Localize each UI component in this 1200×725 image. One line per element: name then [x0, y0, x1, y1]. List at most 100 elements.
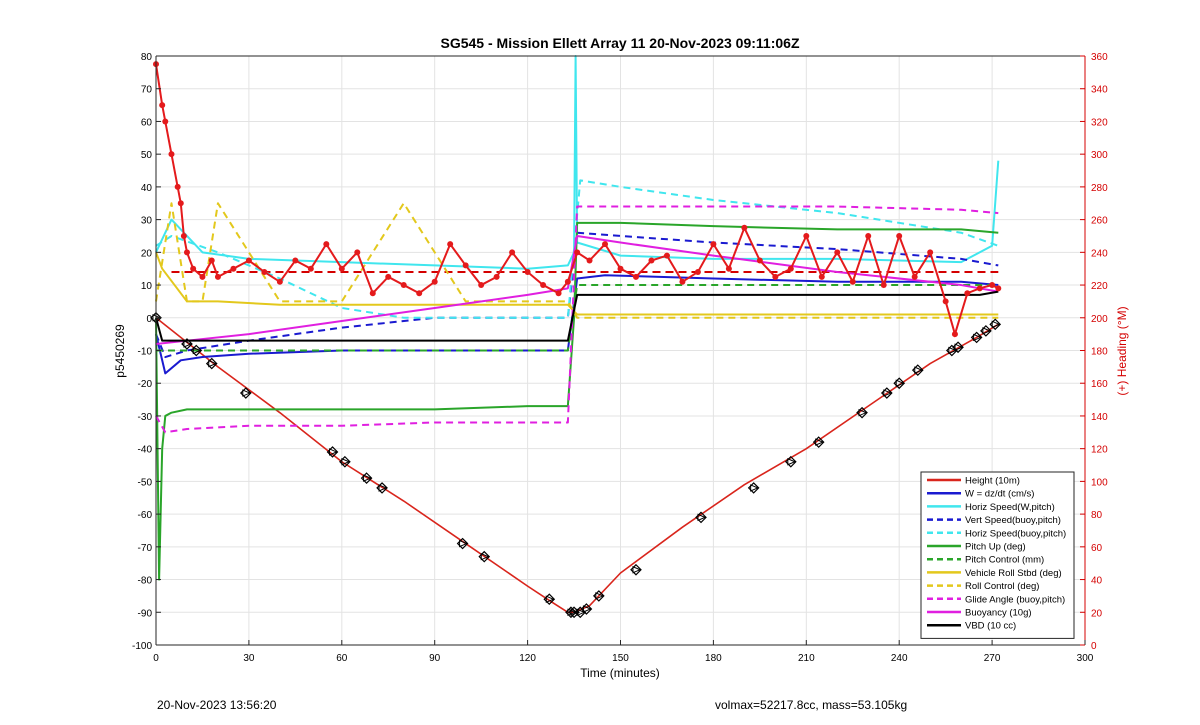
y-tick-label: -90 — [138, 608, 153, 619]
waypoint-marker-triangle — [787, 457, 797, 466]
legend-entry-label: Vert Speed(buoy,pitch) — [965, 515, 1061, 526]
legend-entry-label: Horiz Speed(buoy,pitch) — [965, 528, 1066, 539]
y-tick-label: 20 — [141, 248, 153, 259]
waypoint-marker-triangle — [329, 448, 338, 456]
legend-entry-label: Vehicle Roll Stbd (deg) — [965, 568, 1062, 579]
series-line-6 — [156, 284, 999, 352]
y-tick-label: -80 — [138, 576, 153, 587]
series-line-0 — [155, 317, 999, 614]
right-tick-label: 140 — [1091, 412, 1108, 423]
right-tick-label: 60 — [1091, 543, 1103, 554]
waypoint-marker-triangle — [632, 565, 642, 574]
right-tick-label: 200 — [1091, 314, 1108, 325]
waypoint-marker-triangle — [582, 605, 592, 613]
x-tick-label: 0 — [153, 653, 159, 664]
heading-line — [155, 64, 999, 338]
footer-timestamp: 20-Nov-2023 13:56:20 — [157, 698, 277, 712]
x-tick-label: 300 — [1077, 653, 1094, 664]
right-tick-label: 260 — [1091, 216, 1108, 227]
right-tick-label: 180 — [1091, 347, 1108, 358]
right-tick-label: 160 — [1091, 379, 1108, 390]
right-tick-label: 300 — [1091, 150, 1108, 161]
legend-box — [920, 471, 1075, 639]
y-tick-label: -50 — [138, 477, 153, 488]
legend-entry-label: Horiz Speed(W,pitch) — [965, 502, 1055, 513]
series-lines — [153, 55, 1002, 614]
right-tick-label: 0 — [1091, 641, 1097, 652]
waypoint-marker-triangle — [883, 389, 893, 397]
y-tick-label: -10 — [138, 347, 153, 358]
chart-title: SG545 - Mission Ellett Array 11 20-Nov-2… — [441, 35, 800, 51]
y-tick-label: 60 — [141, 117, 153, 128]
right-tick-label: 20 — [1091, 608, 1103, 619]
legend-entry-label: Buoyancy (10g) — [965, 608, 1032, 619]
waypoint-marker-triangle — [208, 359, 218, 368]
y-tick-label: -70 — [138, 543, 153, 554]
right-tick-label: 240 — [1091, 248, 1108, 259]
waypoint-marker-triangle — [242, 389, 252, 397]
legend-entry-label: Roll Control (deg) — [965, 581, 1039, 592]
series-line-4 — [155, 179, 999, 319]
waypoint-marker-triangle — [954, 343, 964, 351]
legend-entry-label: Pitch Control (mm) — [965, 555, 1044, 566]
legend-entry-label: Height (10m) — [965, 476, 1020, 487]
waypoint-marker-triangle — [341, 457, 351, 466]
x-tick-label: 120 — [519, 653, 536, 664]
x-axis-label: Time (minutes) — [580, 666, 660, 680]
x-tick-label: 270 — [984, 653, 1001, 664]
series-line-7 — [155, 251, 999, 316]
right-tick-label: 220 — [1091, 281, 1108, 292]
waypoint-marker-triangle — [815, 438, 824, 446]
waypoint-marker-triangle — [914, 366, 924, 374]
y-tick-label: -30 — [138, 412, 153, 423]
y-tick-label: 40 — [141, 183, 153, 194]
y-tick-label: -20 — [138, 379, 153, 390]
waypoint-marker-triangle — [459, 539, 468, 548]
waypoint-marker-triangle — [858, 408, 868, 417]
waypoint-marker-triangle — [595, 592, 605, 600]
series-line-5 — [155, 221, 999, 581]
right-axis-label: (+) Heading (°M) — [1115, 306, 1129, 395]
y-tick-label: -100 — [132, 641, 152, 652]
y-tick-label: -40 — [138, 445, 153, 456]
waypoint-marker-triangle — [192, 346, 202, 355]
legend: Height (10m) W = dz/dt (cm/s) Horiz Speed(… — [920, 471, 1075, 639]
waypoint-marker-triangle — [973, 333, 982, 342]
x-tick-label: 240 — [891, 653, 908, 664]
waypoint-marker-triangle — [545, 595, 555, 603]
y-tick-label: 70 — [141, 85, 153, 96]
right-tick-label: 40 — [1091, 576, 1103, 587]
right-tick-label: 340 — [1091, 85, 1108, 96]
y-axis-label: p5450269 — [113, 324, 127, 378]
x-tick-label: 180 — [705, 653, 722, 664]
waypoint-marker-triangle — [895, 379, 905, 387]
right-tick-label: 320 — [1091, 117, 1108, 128]
y-tick-label: 0 — [146, 314, 152, 325]
x-tick-label: 30 — [243, 653, 255, 664]
waypoint-marker-triangle — [363, 474, 372, 482]
y-tick-label: 50 — [141, 150, 153, 161]
right-tick-label: 120 — [1091, 445, 1108, 456]
legend-entry-label: VBD (10 cc) — [965, 621, 1016, 632]
waypoint-marker-triangle — [378, 484, 388, 492]
axes: 0 30 60 90 120 150 180 210 240 270 300-100-90-80-7… — [132, 52, 1108, 664]
right-tick-label: 80 — [1091, 510, 1103, 521]
waypoint-marker-triangle — [576, 608, 586, 617]
right-tick-label: 360 — [1091, 52, 1108, 63]
waypoint-marker-triangle — [948, 346, 958, 355]
series-line-10 — [155, 234, 999, 345]
legend-entry-label: W = dz/dt (cm/s) — [965, 489, 1034, 500]
y-tick-label: 30 — [141, 216, 153, 227]
waypoint-marker-triangle — [982, 327, 992, 335]
legend-entry-label: Glide Angle (buoy,pitch) — [965, 594, 1065, 605]
right-tick-label: 280 — [1091, 183, 1108, 194]
waypoint-marker-triangle — [750, 484, 759, 492]
x-tick-label: 150 — [612, 653, 629, 664]
waypoint-marker-triangle — [991, 320, 1001, 329]
legend-entry-label: Pitch Up (deg) — [965, 542, 1026, 553]
x-tick-label: 210 — [798, 653, 815, 664]
y-tick-label: 80 — [141, 52, 153, 63]
waypoint-marker-triangle — [183, 340, 193, 348]
x-tick-label: 60 — [336, 653, 348, 664]
